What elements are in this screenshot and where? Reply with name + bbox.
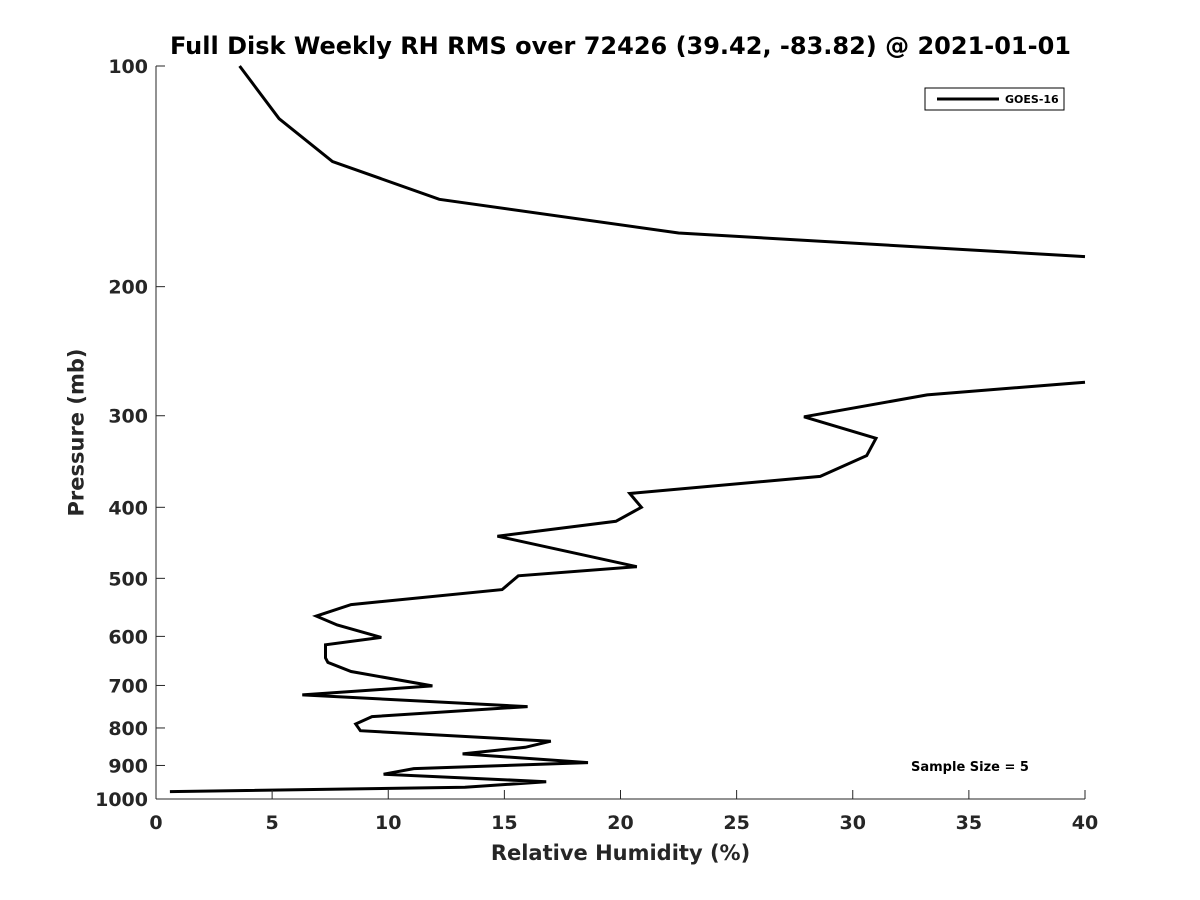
- chart-title: Full Disk Weekly RH RMS over 72426 (39.4…: [170, 32, 1071, 60]
- y-tick-label: 500: [108, 568, 148, 590]
- x-tick-label: 35: [956, 812, 982, 834]
- x-tick-label: 20: [607, 812, 633, 834]
- x-axis-label: Relative Humidity (%): [491, 841, 750, 865]
- legend-label-goes-16: GOES-16: [1005, 93, 1059, 106]
- x-tick-label: 10: [375, 812, 401, 834]
- legend: GOES-16: [924, 87, 1065, 111]
- y-tick-label: 300: [108, 406, 148, 428]
- y-tick-label: 800: [108, 718, 148, 740]
- y-tick-label: 600: [108, 626, 148, 648]
- y-axis-ticks: 100 200 300 400 500 600 700 800 900 1000: [95, 56, 165, 811]
- plot-area: [155, 65, 1086, 800]
- x-tick-label: 0: [149, 812, 162, 834]
- x-tick-label: 5: [266, 812, 279, 834]
- sample-size-annotation: Sample Size = 5: [911, 760, 1029, 775]
- y-tick-label: 200: [108, 277, 148, 299]
- x-axis-ticks: 0 5 10 15 20 25 30 35 40: [149, 790, 1098, 834]
- x-tick-label: 40: [1072, 812, 1098, 834]
- x-tick-label: 25: [723, 812, 749, 834]
- y-axis-label: Pressure (mb): [64, 349, 88, 517]
- series-line-goes-16-segment-1: [238, 65, 1086, 259]
- y-tick-label: 100: [108, 56, 148, 78]
- series-line-goes-16-segment-2: [169, 380, 1086, 794]
- y-tick-label: 1000: [95, 789, 148, 811]
- y-tick-label: 900: [108, 755, 148, 777]
- x-tick-label: 15: [491, 812, 517, 834]
- x-tick-label: 30: [840, 812, 866, 834]
- y-tick-label: 700: [108, 675, 148, 697]
- y-tick-label: 400: [108, 497, 148, 519]
